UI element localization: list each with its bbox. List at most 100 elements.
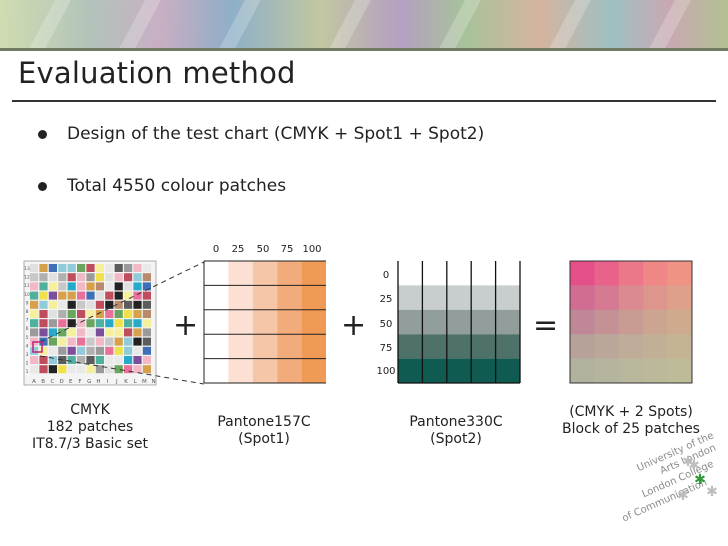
chart-patch: [77, 273, 86, 282]
result-block: [569, 260, 693, 384]
tint-label: 25: [380, 294, 393, 305]
column-letter: J: [115, 379, 118, 385]
chart-patch: [67, 328, 76, 337]
asterisk-icon: ✱: [682, 454, 694, 470]
chart-patch: [124, 273, 133, 282]
label-line: (Spot1): [238, 431, 290, 447]
chart-patch: [142, 273, 151, 282]
chart-patch: [142, 291, 151, 300]
chart-patch: [95, 356, 104, 364]
spot2-tint-swatch: [398, 285, 520, 310]
result-patch: [667, 261, 693, 286]
result-patch: [618, 358, 644, 384]
chart-patch: [67, 310, 76, 318]
column-letter: A: [32, 379, 36, 385]
chart-patch: [77, 328, 86, 337]
chart-patch: [48, 282, 57, 291]
chart-patch: [67, 282, 76, 291]
chart-patch: [30, 300, 39, 309]
chart-patch: [124, 264, 133, 272]
tint-label: 0: [213, 244, 219, 255]
asterisk-icon: ✱: [677, 488, 689, 504]
chart-patch: [105, 356, 114, 364]
result-frame: [569, 260, 693, 384]
chart-patch: [86, 346, 95, 355]
chart-patch: [39, 282, 48, 291]
column-letter: K: [124, 379, 128, 385]
tint-label: 0: [383, 270, 389, 281]
tint-label: 75: [380, 343, 393, 354]
result-patch: [618, 285, 644, 311]
chart-patch: [77, 264, 86, 272]
chart-patch: [67, 356, 76, 364]
chart-patch: [114, 264, 123, 272]
chart-patch: [58, 365, 67, 374]
row-number: 11: [24, 283, 30, 289]
result-patch: [570, 285, 595, 311]
spot1-tint-swatch: [277, 261, 302, 383]
column-letter: I: [107, 379, 109, 385]
chart-patch: [39, 273, 48, 282]
result-patch: [594, 358, 620, 384]
chart-patch: [58, 310, 67, 318]
chart-patch: [114, 346, 123, 355]
chart-patch: [95, 337, 104, 346]
chart-patch: [30, 273, 39, 282]
chart-patch: [142, 356, 151, 364]
header-rule: [0, 48, 728, 51]
chart-patch: [124, 319, 133, 328]
chart-patch: [67, 337, 76, 346]
chart-patch: [142, 300, 151, 309]
chart-patch: [86, 310, 95, 318]
chart-patch: [30, 356, 39, 364]
bullet-text: Total 4550 colour patches: [67, 176, 287, 196]
tint-label: 100: [302, 244, 321, 255]
connector-line: [39, 261, 205, 343]
chart-patch: [77, 291, 86, 300]
chart-patch: [86, 282, 95, 291]
spot1-tint-swatch: [228, 261, 253, 383]
chart-patch: [58, 328, 67, 337]
tint-label: 50: [257, 244, 270, 255]
chart-patch: [30, 346, 39, 355]
chart-patch: [48, 356, 57, 364]
result-patch: [570, 261, 595, 286]
chart-patch: [105, 282, 114, 291]
label-line: (Spot2): [430, 431, 482, 447]
chart-patch: [58, 300, 67, 309]
chart-patch: [86, 356, 95, 364]
row-number: 6: [26, 326, 29, 332]
chart-patch: [114, 356, 123, 364]
cmyk-label: CMYK 182 patches IT8.7/3 Basic set: [24, 402, 156, 453]
chart-patch: [77, 337, 86, 346]
chart-patch: [86, 319, 95, 328]
result-patch: [570, 334, 595, 359]
chart-patch: [142, 264, 151, 272]
chart-patch: [39, 328, 48, 337]
spot1-ramp: [203, 260, 326, 384]
chart-patch: [30, 291, 39, 300]
asterisk-icon: ✱: [688, 458, 700, 474]
spot1-tint-swatch: [301, 261, 326, 383]
column-letter: G: [87, 379, 91, 385]
chart-patch: [105, 291, 114, 300]
result-patch: [594, 261, 620, 286]
chart-patch: [133, 365, 142, 374]
chart-patch: [58, 273, 67, 282]
chart-patch: [67, 346, 76, 355]
connector-line: [39, 355, 205, 385]
spot1-label: Pantone157C (Spot1): [196, 414, 332, 448]
bullet-item: Total 4550 colour patches: [38, 176, 286, 196]
chart-patch: [39, 319, 48, 328]
chart-patch: [142, 310, 151, 318]
chart-patch: [67, 273, 76, 282]
chart-patch: [95, 328, 104, 337]
chart-patch: [77, 365, 86, 374]
chart-patch: [95, 300, 104, 309]
chart-patch: [39, 337, 48, 346]
chart-patch: [48, 300, 57, 309]
chart-patch: [95, 282, 104, 291]
result-patch: [643, 358, 668, 384]
row-number: 7: [26, 318, 29, 324]
